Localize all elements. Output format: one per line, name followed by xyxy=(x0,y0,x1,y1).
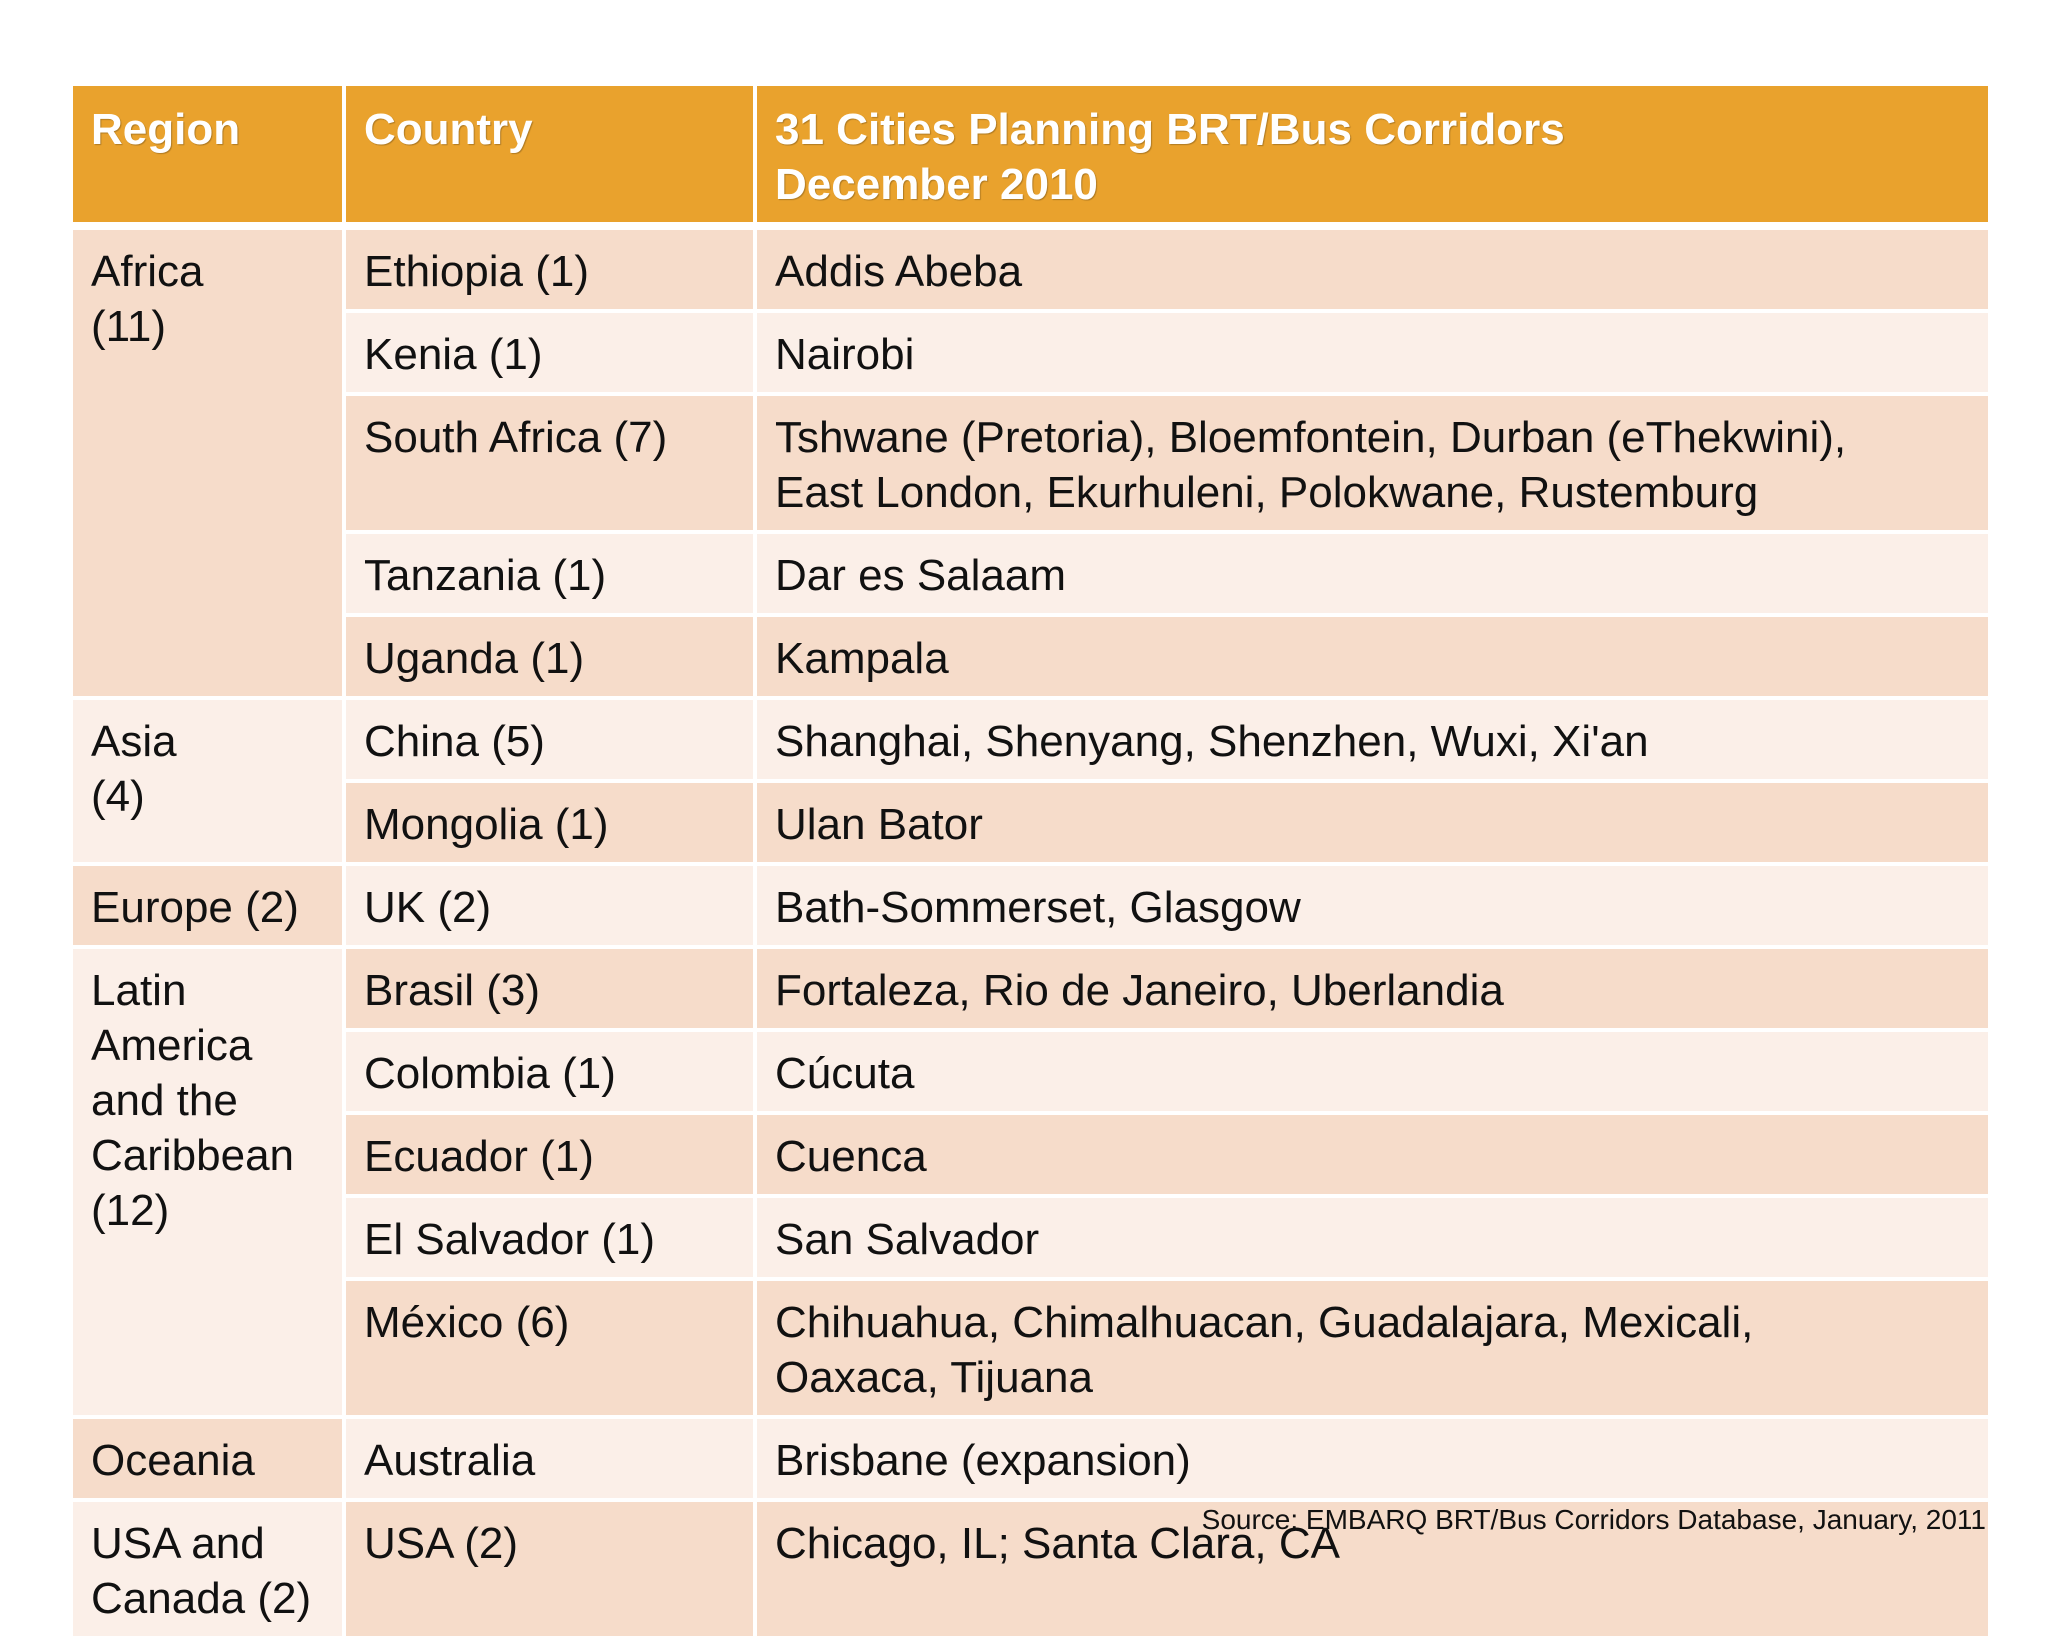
cities-line: Dar es Salaam xyxy=(775,551,1067,600)
country-cell: USA (2) xyxy=(342,1498,757,1640)
table-row: Tanzania (1) Dar es Salaam xyxy=(71,530,1992,617)
brt-cities-table: Region Country 31 Cities Planning BRT/Bu… xyxy=(69,82,1992,1640)
cities-line: Nairobi xyxy=(775,330,915,379)
header-cities: 31 Cities Planning BRT/Bus Corridors Dec… xyxy=(753,82,1992,230)
region-name-line: Europe (2) xyxy=(91,883,299,932)
table-row: Kenia (1) Nairobi xyxy=(71,309,1992,396)
cities-line: Cuenca xyxy=(775,1132,927,1181)
region-cell: Asia (4) xyxy=(69,696,346,866)
region-cell: Europe (2) xyxy=(69,862,346,949)
cities-cell: Tshwane (Pretoria), Bloemfontein, Durban… xyxy=(753,392,1992,534)
table-body: Africa (11) Ethiopia (1) Addis Abeba Kenia (… xyxy=(69,224,1992,1640)
region-name-line: Canada (2) xyxy=(91,1574,312,1623)
region-name-line: Latin xyxy=(91,966,187,1015)
cities-line: Chihuahua, Chimalhuacan, Guadalajara, Me… xyxy=(775,1298,1754,1347)
table-row: Oceania Australia Brisbane (expansion) xyxy=(69,1415,1992,1502)
cities-cell: Shanghai, Shenyang, Shenzhen, Wuxi, Xi'a… xyxy=(753,696,1992,783)
country-cell: El Salvador (1) xyxy=(342,1194,757,1281)
region-name-line: Asia xyxy=(91,717,177,766)
cities-cell: Kampala xyxy=(753,613,1992,700)
cities-line: Brisbane (expansion) xyxy=(775,1436,1191,1485)
region-name-line: (12) xyxy=(91,1186,170,1235)
cities-line: Addis Abeba xyxy=(775,247,1023,296)
country-cell: Ecuador (1) xyxy=(342,1111,757,1198)
table-row: México (6) Chihuahua, Chimalhuacan, Guada… xyxy=(71,1277,1992,1419)
header-region: Region xyxy=(69,82,346,230)
country-cell: Colombia (1) xyxy=(342,1028,757,1115)
cities-cell: Addis Abeba xyxy=(753,224,1992,313)
cities-line: Tshwane (Pretoria), Bloemfontein, Durban… xyxy=(775,413,1847,462)
cities-line: Kampala xyxy=(775,634,949,683)
region-name-line: Oceania xyxy=(91,1436,255,1485)
country-cell: Tanzania (1) xyxy=(342,530,757,617)
region-name-line: USA and xyxy=(91,1519,265,1568)
header-cities-date: December 2010 xyxy=(775,160,1098,209)
cities-cell: Cuenca xyxy=(753,1111,1992,1198)
cities-line: San Salvador xyxy=(775,1215,1040,1264)
header-country: Country xyxy=(342,82,757,230)
region-name-line: Caribbean xyxy=(91,1131,295,1180)
table-row: Africa (11) Ethiopia (1) Addis Abeba xyxy=(69,224,1992,700)
country-cell: Ethiopia (1) xyxy=(342,224,757,313)
cities-line: Bath-Sommerset, Glasgow xyxy=(775,883,1301,932)
region-name-line: (11) xyxy=(91,302,166,351)
region-cell: Africa (11) xyxy=(69,224,346,700)
region-name-line: Africa xyxy=(91,247,204,296)
cities-line: Oaxaca, Tijuana xyxy=(775,1353,1093,1402)
country-cell: Mongolia (1) xyxy=(342,779,757,866)
table-row: Latin America and the Caribbean (12) Brasil (… xyxy=(69,945,1992,1419)
region-cell: Latin America and the Caribbean (12) xyxy=(69,945,346,1419)
country-cell: Brasil (3) xyxy=(342,945,757,1032)
cities-cell: Fortaleza, Rio de Janeiro, Uberlandia xyxy=(753,945,1992,1032)
table-row: Europe (2) UK (2) Bath-Sommerset, Glasgow xyxy=(69,862,1992,949)
country-cell: México (6) xyxy=(342,1277,757,1419)
region-cell: Oceania xyxy=(69,1415,346,1502)
cities-line: Fortaleza, Rio de Janeiro, Uberlandia xyxy=(775,966,1504,1015)
cities-cell: Dar es Salaam xyxy=(753,530,1992,617)
table-row: Asia (4) China (5) Shanghai, Shenyang, Shen… xyxy=(69,696,1992,866)
cities-cell: Cúcuta xyxy=(753,1028,1992,1115)
cities-line: East London, Ekurhuleni, Polokwane, Rust… xyxy=(775,468,1759,517)
cities-cell: Ulan Bator xyxy=(753,779,1992,866)
region-name-line: and the xyxy=(91,1076,238,1125)
country-cell: Uganda (1) xyxy=(342,613,757,700)
cities-line: Ulan Bator xyxy=(775,800,983,849)
cities-cell: Chihuahua, Chimalhuacan, Guadalajara, Me… xyxy=(753,1277,1992,1419)
table-row: Mongolia (1) Ulan Bator xyxy=(71,779,1992,866)
cities-line: Shanghai, Shenyang, Shenzhen, Wuxi, Xi'a… xyxy=(775,717,1649,766)
country-cell: Australia xyxy=(342,1415,757,1502)
country-cell: Kenia (1) xyxy=(342,309,757,396)
cities-cell: Brisbane (expansion) xyxy=(753,1415,1992,1502)
table-row: El Salvador (1) San Salvador xyxy=(71,1194,1992,1281)
cities-line: Cúcuta xyxy=(775,1049,915,1098)
cities-cell: San Salvador xyxy=(753,1194,1992,1281)
region-cell: USA and Canada (2) xyxy=(69,1498,346,1640)
country-cell: China (5) xyxy=(342,696,757,783)
header-cities-title: 31 Cities Planning BRT/Bus Corridors xyxy=(775,105,1565,154)
table-row: Ecuador (1) Cuenca xyxy=(71,1111,1992,1198)
region-name-line: (4) xyxy=(91,772,145,821)
table-header-row: Region Country 31 Cities Planning BRT/Bu… xyxy=(69,82,1992,230)
table-row: Colombia (1) Cúcuta xyxy=(71,1028,1992,1115)
country-cell: South Africa (7) xyxy=(342,392,757,534)
cities-cell: Bath-Sommerset, Glasgow xyxy=(753,862,1992,949)
country-cell: UK (2) xyxy=(342,862,757,949)
source-note: Source: EMBARQ BRT/Bus Corridors Databas… xyxy=(1201,1504,1986,1535)
table-row: South Africa (7) Tshwane (Pretoria), Bloe… xyxy=(71,392,1992,534)
table-row: Uganda (1) Kampala xyxy=(71,613,1992,700)
region-name-line: America xyxy=(91,1021,253,1070)
cities-cell: Nairobi xyxy=(753,309,1992,396)
